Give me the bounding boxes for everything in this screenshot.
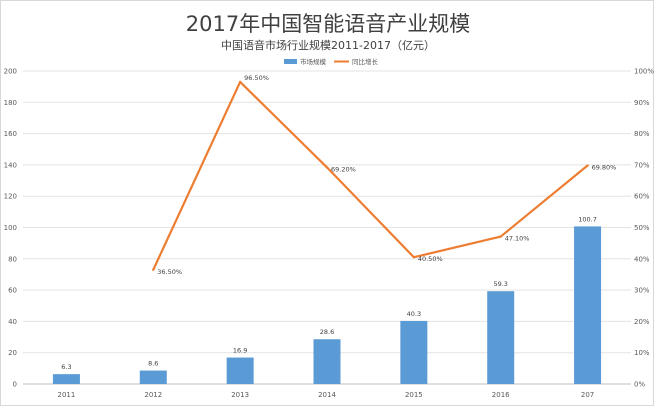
chart-subtitle: 中国语音市场行业规模2011-2017（亿元）: [221, 38, 435, 52]
chart-legend: 市场规模 同比增长: [284, 57, 379, 66]
y-right-tick-label: 100%: [634, 68, 654, 76]
y-left-tick-label: 200: [4, 68, 17, 76]
line-data-label: 69.20%: [331, 165, 356, 173]
x-tick-label: 2016: [492, 391, 510, 399]
y-right-tick-label: 50%: [634, 224, 650, 232]
y-left-tick-label: 0: [13, 381, 17, 389]
line-data-label: 36.50%: [157, 268, 182, 276]
bar-data-label: 28.6: [320, 328, 334, 336]
chart-title: 2017年中国智能语音产业规模: [186, 12, 470, 36]
x-tick-label: 2011: [58, 391, 76, 399]
y-right-tick-label: 30%: [634, 287, 650, 295]
bar-data-label: 40.3: [407, 310, 421, 318]
y-left-tick-label: 20: [8, 349, 17, 357]
bar: [574, 226, 602, 384]
y-left-tick-label: 40: [8, 318, 17, 326]
y-right-tick-label: 80%: [634, 130, 650, 138]
line-point: [412, 256, 416, 259]
bar: [313, 339, 341, 384]
y-axis-left: 0 20 40 60 80 100 120 140 160 180 200: [4, 68, 17, 389]
line-data-label: 96.50%: [244, 74, 269, 82]
y-right-tick-label: 40%: [634, 255, 650, 263]
y-left-tick-label: 140: [4, 161, 17, 169]
bar: [139, 370, 167, 384]
y-right-tick-label: 70%: [634, 161, 650, 169]
y-left-tick-label: 180: [4, 99, 17, 107]
line-point: [499, 235, 502, 238]
x-tick-label: 2013: [231, 391, 249, 399]
y-left-tick-label: 60: [8, 287, 17, 295]
bar: [52, 374, 80, 384]
y-right-tick-label: 10%: [634, 349, 650, 357]
bar-data-label: 100.7: [578, 215, 597, 223]
bar-data-label: 8.6: [148, 360, 158, 368]
y-right-tick-label: 90%: [634, 99, 650, 107]
x-tick-label: 2015: [405, 391, 423, 399]
line-point: [325, 166, 329, 169]
y-left-tick-label: 120: [4, 193, 17, 201]
line-point: [586, 164, 589, 167]
y-left-tick-label: 100: [4, 224, 17, 232]
line-data-label: 69.80%: [592, 164, 617, 172]
x-tick-label: 2014: [318, 391, 336, 399]
line-series: 36.50% 96.50% 69.20% 40.50% 47.10% 69.80%: [152, 74, 616, 276]
y-axis-right: 0% 10% 20% 30% 40% 50% 60% 70% 80% 90% 100%: [634, 68, 654, 389]
y-right-tick-label: 60%: [634, 193, 650, 201]
growth-line: [152, 80, 589, 271]
line-point: [238, 80, 242, 84]
bar: [226, 357, 254, 384]
legend-label-bar: 市场规模: [300, 57, 327, 66]
gridlines: [23, 70, 631, 385]
line-data-label: 47.10%: [505, 235, 530, 243]
x-tick-label: 2012: [144, 391, 162, 399]
x-tick-label: 207: [581, 391, 594, 399]
bar-data-label: 59.3: [493, 280, 507, 288]
y-right-tick-label: 0%: [634, 381, 645, 389]
y-right-tick-label: 20%: [634, 318, 650, 326]
line-point: [152, 268, 155, 271]
y-left-tick-label: 80: [8, 255, 17, 263]
legend-swatch-bar: [284, 59, 297, 64]
bar: [487, 291, 515, 384]
x-axis: 2011 2012 2013 2014 2015 2016 207: [58, 391, 595, 399]
bar-data-label: 6.3: [61, 363, 71, 371]
line-data-label: 40.50%: [418, 255, 443, 263]
bar-series: 6.3 8.6 16.9 28.6 40.3 59.3 100.7: [52, 215, 602, 384]
legend-label-line: 同比增长: [352, 57, 379, 66]
y-left-tick-label: 160: [4, 130, 17, 138]
bar: [400, 320, 428, 384]
bar-data-label: 16.9: [233, 347, 247, 355]
